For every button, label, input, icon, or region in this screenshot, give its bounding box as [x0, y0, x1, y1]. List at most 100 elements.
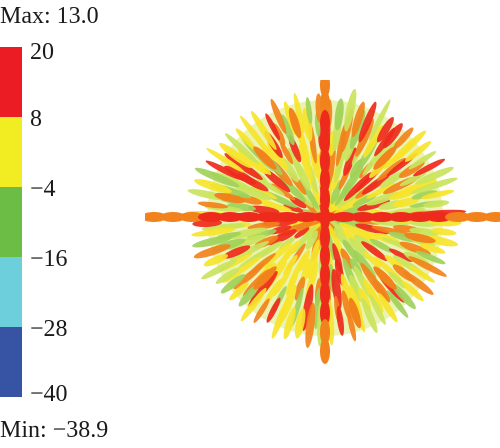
spike [294, 308, 306, 339]
spike-layer-axis [145, 80, 500, 364]
spike [305, 230, 318, 250]
spike [270, 98, 287, 134]
spike [361, 241, 388, 262]
spike [320, 148, 330, 174]
spike [206, 148, 245, 173]
spike [355, 223, 390, 235]
spike [327, 193, 341, 215]
spike [191, 227, 236, 237]
spike [305, 302, 316, 349]
spike [214, 192, 246, 204]
spike [201, 259, 238, 280]
spiky-sphere-plot [145, 80, 500, 364]
spike [415, 250, 446, 265]
spike [358, 230, 379, 242]
spike [320, 129, 330, 155]
spike [411, 177, 458, 194]
spike [286, 271, 299, 296]
spike [248, 205, 280, 215]
spike [390, 130, 427, 164]
spike [266, 297, 281, 323]
spike [349, 274, 363, 303]
spike [253, 266, 277, 290]
spike [368, 99, 391, 141]
spike [388, 212, 414, 222]
spike [253, 298, 270, 323]
spike [235, 128, 256, 150]
spike [334, 98, 344, 131]
colorbar-band-yellow [0, 117, 22, 187]
spike [366, 191, 399, 206]
spike [373, 146, 397, 170]
spike [414, 166, 454, 185]
spike [409, 265, 435, 283]
spike [224, 133, 259, 165]
spike [320, 338, 330, 364]
spike [273, 249, 294, 272]
spike [217, 212, 243, 222]
spike [250, 110, 277, 150]
spike [376, 117, 394, 143]
spike [320, 91, 330, 117]
spike [287, 147, 303, 176]
spike [426, 212, 452, 222]
spike [331, 268, 342, 310]
spike [298, 144, 313, 183]
spike [302, 107, 313, 142]
spike [355, 118, 374, 157]
spike [320, 186, 330, 212]
spike [307, 239, 320, 280]
spike [194, 167, 240, 188]
spike [420, 189, 455, 200]
min-label: Min: −38.9 [0, 417, 109, 443]
spike [320, 205, 330, 231]
spike [388, 248, 413, 262]
spike [392, 197, 419, 208]
spike [382, 123, 403, 149]
spike [255, 177, 285, 196]
spike [224, 153, 263, 181]
spike [320, 300, 330, 326]
spike [377, 157, 406, 181]
spike [197, 201, 229, 209]
spike [408, 256, 447, 277]
spike [407, 212, 433, 222]
spike [358, 101, 377, 143]
spike [320, 262, 330, 288]
spike [445, 212, 471, 222]
spike [229, 241, 269, 261]
spike [372, 278, 391, 303]
spike [271, 297, 290, 339]
spike [430, 228, 457, 236]
spike [238, 248, 271, 269]
spike [366, 182, 395, 199]
spike [363, 251, 381, 269]
spike [343, 147, 357, 176]
spike [283, 254, 298, 276]
spike [220, 274, 246, 294]
spike [320, 224, 330, 250]
spike [391, 282, 416, 310]
spike [293, 227, 310, 239]
spike [419, 243, 446, 254]
colorbar-tick-label: 8 [30, 106, 42, 132]
spike [379, 171, 405, 188]
spike [408, 151, 437, 170]
spike [305, 97, 313, 125]
spike [215, 267, 240, 284]
spike [236, 212, 262, 222]
spike [288, 107, 302, 139]
spike [483, 212, 500, 222]
spike [299, 178, 319, 210]
spike [320, 243, 330, 269]
spike [369, 294, 386, 325]
spike [320, 281, 330, 307]
spike [253, 146, 277, 170]
spike [404, 141, 432, 162]
spike [423, 200, 450, 208]
spike [179, 212, 205, 222]
spike [361, 297, 378, 334]
spike [193, 244, 231, 259]
colorbar-band-blue [0, 327, 22, 397]
spike [205, 160, 243, 181]
